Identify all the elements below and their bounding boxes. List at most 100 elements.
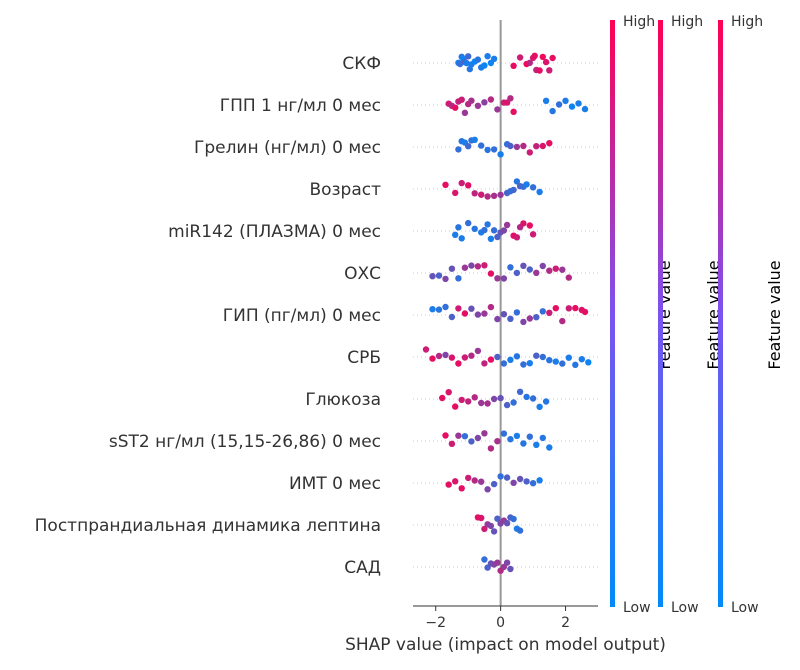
feature-label: Грелин (нг/мл) 0 мес [194,138,381,158]
shap-point [513,432,521,440]
shap-point [468,438,475,445]
shap-point [559,266,566,273]
shap-point [448,354,456,361]
shap-point [422,346,430,353]
shap-point [442,303,449,311]
colorbar-high-label: High [671,14,703,30]
shap-point [442,181,449,188]
shap-point [500,360,508,367]
feature-label: СКФ [342,54,381,74]
shap-point [526,59,533,66]
shap-point [490,146,498,153]
shap-point [565,305,572,312]
shap-point [510,62,517,69]
shap-point [494,559,501,566]
shap-point [513,353,521,360]
shap-point [474,263,482,270]
shap-point [484,486,491,493]
shap-point [526,360,533,367]
shap-point [546,67,553,74]
shap-point [481,310,488,317]
feature-label: ОХС [344,264,381,284]
shap-point [516,527,524,534]
shap-point [497,151,504,158]
shap-point [507,264,514,271]
shap-point [455,305,462,312]
colorbar-high-label: High [731,14,763,30]
shap-point [585,359,592,366]
shap-point [490,55,498,62]
shap-point [539,262,546,270]
feature-labels: СКФ ГПП 1 нг/мл 0 мес Грелин (нг/мл) 0 мес… [35,54,381,578]
shap-point [500,430,508,437]
shap-point [481,525,488,533]
shap-point [458,235,465,242]
feature-label: miR142 (ПЛАЗМА) 0 мес [168,222,381,242]
shap-point [442,351,449,359]
shap-point [536,188,543,196]
shap-point [500,275,508,282]
shap-point [484,221,491,228]
shap-point [468,262,475,269]
shap-point [478,399,485,407]
shap-point [507,142,514,150]
shap-point [575,100,582,107]
colorbar [718,20,723,607]
shap-point [455,360,462,367]
shap-point [494,438,501,445]
shap-point [478,191,485,198]
shap-point [578,356,585,363]
shap-point [494,353,501,361]
shap-point [497,473,504,480]
shap-point [507,436,514,443]
shap-point [461,354,469,361]
colorbars: High Low Feature value High Low Feature value… [610,14,784,616]
shap-point [513,234,521,241]
shap-point [494,515,501,522]
x-tick-label: 2 [561,615,570,631]
feature-label: САД [344,558,381,578]
shap-point [520,142,527,150]
shap-point [539,308,546,315]
shap-point [539,353,546,361]
shap-point [455,146,462,153]
feature-label: ИМТ 0 мес [289,474,381,494]
shap-point [439,394,446,402]
shap-point [455,275,462,282]
shap-point [549,54,556,62]
shap-point [533,143,540,150]
shap-point [533,352,540,359]
shap-point [465,398,472,405]
shap-point [448,313,456,321]
shap-point [565,354,572,361]
feature-label: СРБ [347,348,381,368]
shap-point [516,54,524,61]
shap-point [516,388,524,395]
shap-point [520,220,527,227]
shap-point [494,106,501,113]
shap-point [458,396,465,404]
shap-point [481,99,488,106]
shap-point [445,481,452,488]
shap-point [478,478,485,485]
shap-point [546,309,553,316]
shap-point [474,434,482,442]
shap-point [513,269,521,277]
shap-point [487,270,495,277]
shap-point [520,361,527,368]
shap-point [500,227,508,234]
shap-point [536,403,543,410]
shap-point [435,352,443,360]
shap-point [507,95,514,102]
shap-point [568,103,576,110]
shap-point [507,565,514,573]
shap-point [494,315,501,323]
shap-point [503,474,511,481]
shap-point [461,264,469,271]
shap-point [465,219,472,227]
shap-point [458,485,465,492]
shap-point [478,142,485,149]
shap-point [484,193,491,200]
shap-point [572,361,579,368]
feature-label: Глюкоза [305,390,381,410]
